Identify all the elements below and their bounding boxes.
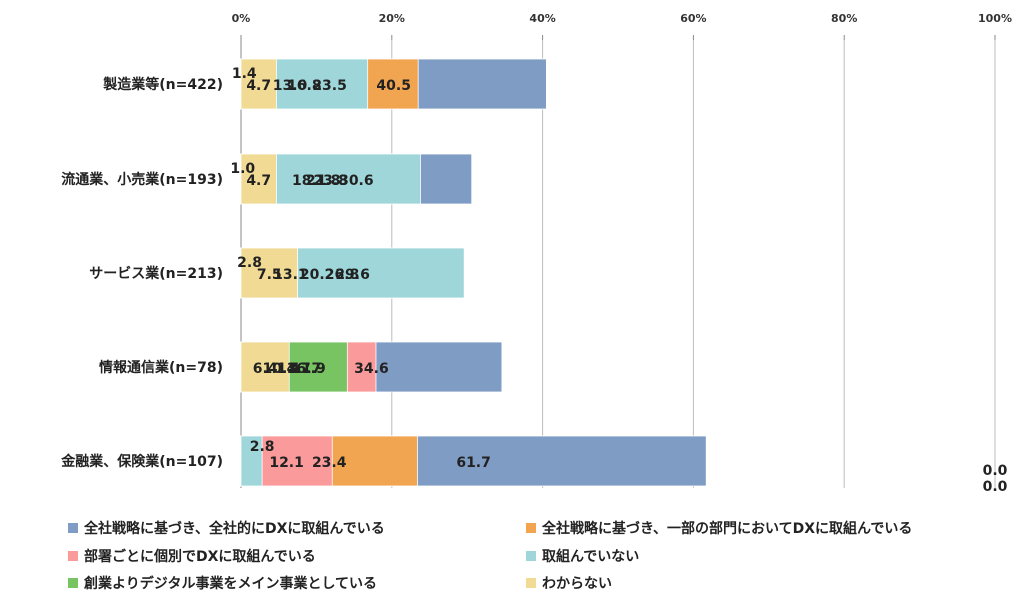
category-label: 金融業、保険業(n=107): [60, 453, 223, 470]
data-label: 23.8: [313, 173, 348, 189]
legend-item: 全社戦略に基づき、一部の部門においてDXに取組んでいる: [526, 518, 912, 538]
data-label: 12.1: [269, 455, 304, 471]
legend-label: 部署ごとに個別でDXに取組んでいる: [84, 549, 316, 565]
data-label: 4.7: [246, 78, 271, 94]
bar-segment: [240, 58, 277, 110]
legend-item: 創業よりデジタル事業をメイン事業としている: [68, 573, 377, 593]
bar-segment: [240, 435, 263, 487]
data-label: 4.7: [246, 173, 271, 189]
legend-label: 全社戦略に基づき、一部の部門においてDXに取組んでいる: [542, 521, 913, 537]
legend-label: 全社戦略に基づき、全社的にDXに取組んでいる: [84, 521, 385, 537]
legend-item: わからない: [526, 573, 612, 593]
legend-swatch: [68, 551, 78, 561]
data-label: 18.1: [292, 173, 327, 189]
data-label: 26.8: [325, 267, 360, 283]
bar-segment: [240, 341, 290, 393]
legend-item: 部署ごとに個別でDXに取組んでいる: [68, 546, 316, 566]
data-label: 17.9: [291, 361, 326, 377]
bar-segment: [240, 247, 298, 299]
category-label: 情報通信業(n=78): [99, 359, 223, 376]
data-label: 1.4: [232, 66, 257, 82]
data-label: 14.1: [277, 361, 312, 377]
x-tick-label: 60%: [680, 12, 706, 25]
data-label: 0.0: [983, 479, 1008, 495]
x-tick-label: 40%: [529, 12, 555, 25]
data-label: 13.0: [273, 78, 308, 94]
legend-label: 取組んでいない: [542, 549, 640, 565]
data-label: 29.6: [335, 267, 370, 283]
legend-swatch: [526, 551, 536, 561]
stacked-bar-chart: 0% 20% 40% 60% 80% 100% 製造業等(n=422) 流通業、小売業(n=1…: [60, 12, 1012, 495]
data-label: 1.0: [230, 161, 255, 177]
category-label: 流通業、小売業(n=193): [61, 171, 223, 188]
legend-label: 創業よりデジタル事業をメイン事業としている: [84, 576, 378, 592]
data-label: 6.4: [253, 361, 278, 377]
x-tick-label: 20%: [379, 12, 405, 25]
data-label: 23.5: [312, 78, 347, 94]
bar-segment: [240, 153, 277, 205]
legend-item: 取組んでいない: [526, 546, 639, 566]
x-tick-label: 100%: [978, 12, 1012, 25]
x-tick-label: 0%: [232, 12, 251, 25]
category-label: サービス業(n=213): [89, 265, 223, 282]
legend-swatch: [68, 578, 78, 588]
data-label: 40.5: [376, 78, 411, 94]
data-label: 16.8: [287, 78, 322, 94]
data-label: 10.3: [263, 361, 298, 377]
data-label: 0.0: [983, 463, 1008, 479]
legend-item: 全社戦略に基づき、全社的にDXに取組んでいる: [68, 518, 385, 538]
data-label: 20.2: [300, 267, 335, 283]
x-tick-label: 80%: [831, 12, 857, 25]
category-label: 製造業等(n=422): [102, 76, 223, 93]
data-label: 61.7: [456, 455, 491, 471]
data-label: 16.7: [287, 361, 322, 377]
data-label: 2.8: [250, 439, 275, 455]
legend-swatch: [526, 523, 536, 533]
data-label: 2.8: [237, 255, 262, 271]
legend-label: わからない: [542, 576, 612, 592]
data-label: 13.1: [273, 267, 308, 283]
data-label: 7.5: [257, 267, 282, 283]
data-label: 34.6: [354, 361, 389, 377]
data-label: 30.6: [339, 173, 374, 189]
data-label: 23.4: [312, 455, 347, 471]
legend-swatch: [68, 523, 78, 533]
legend-swatch: [526, 578, 536, 588]
data-label: 21.8: [306, 173, 341, 189]
